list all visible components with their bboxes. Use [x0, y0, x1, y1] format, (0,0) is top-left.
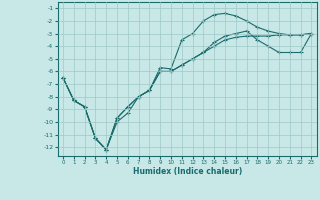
X-axis label: Humidex (Indice chaleur): Humidex (Indice chaleur): [132, 167, 242, 176]
